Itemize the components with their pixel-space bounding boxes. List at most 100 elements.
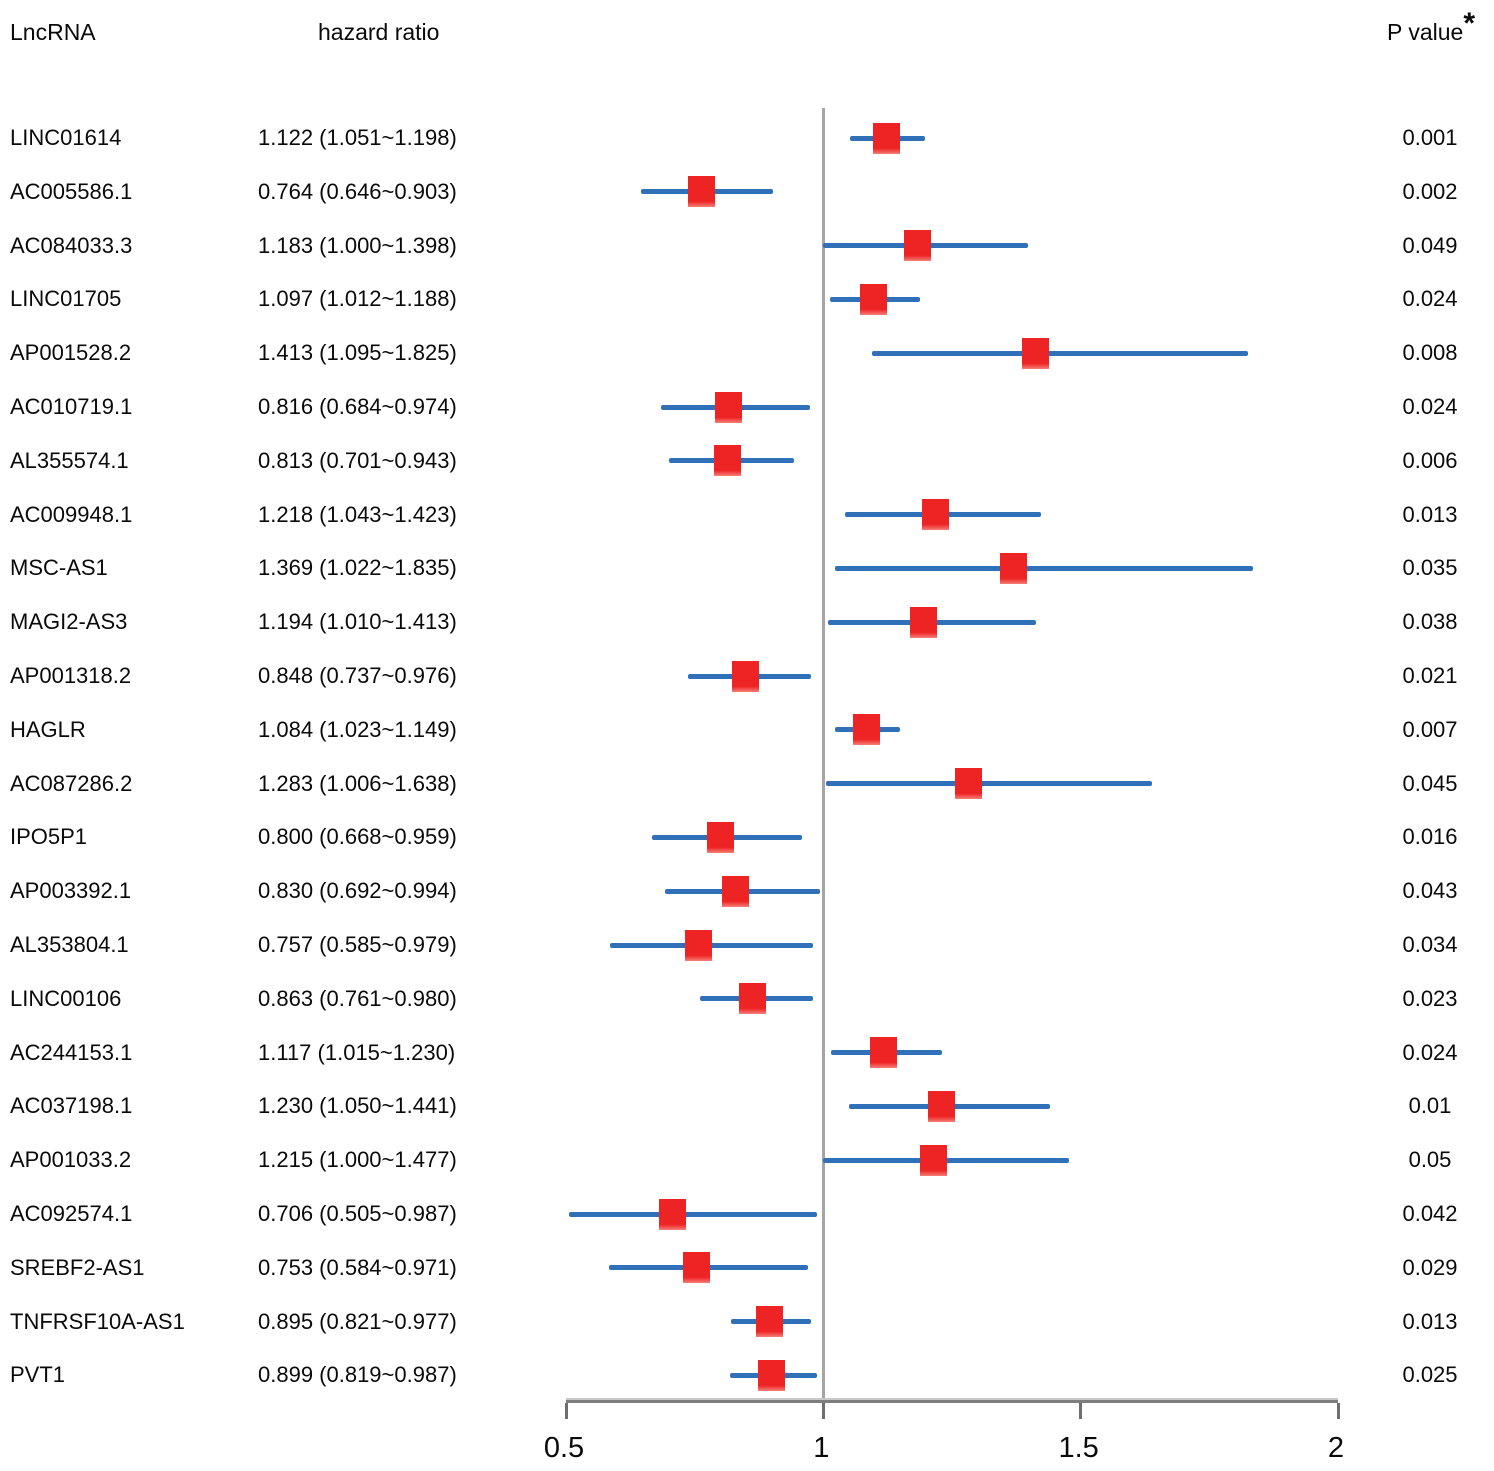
lncrna-label: AP001033.2: [10, 1147, 132, 1173]
p-value: 0.016: [1402, 824, 1458, 850]
p-value: 0.042: [1402, 1201, 1458, 1226]
lncrna-label: AC037198.1: [10, 1093, 133, 1119]
hr-ci-text: 0.764 (0.646~0.903): [258, 178, 457, 204]
hazard-ratio-marker: [872, 122, 900, 154]
hazard-ratio-marker: [658, 1198, 686, 1230]
hr-ci-text: 0.863 (0.761~0.980): [258, 985, 457, 1011]
hazard-ratio-marker: [755, 1306, 783, 1338]
lncrna-label: LINC01705: [10, 286, 122, 312]
hazard-ratio-marker: [731, 660, 759, 692]
lncrna-label: AL355574.1: [10, 447, 129, 473]
p-value: 0.049: [1402, 232, 1458, 258]
lncrna-label: AP003392.1: [10, 878, 132, 904]
lncrna-label: AC092574.1: [10, 1201, 133, 1226]
hazard-ratio-marker: [739, 983, 767, 1015]
hazard-ratio-marker: [922, 499, 950, 531]
hr-ci-text: 1.084 (1.023~1.149): [258, 716, 457, 742]
x-axis-tick: [564, 1403, 568, 1419]
hr-ci-text: 1.117 (1.015~1.230): [258, 1039, 456, 1065]
lncrna-label: LINC00106: [10, 985, 122, 1011]
x-axis-tick: [1079, 1403, 1083, 1419]
p-value: 0.024: [1402, 286, 1458, 312]
lncrna-label: AC084033.3: [10, 232, 133, 258]
hr-ci-text: 1.215 (1.000~1.477): [258, 1147, 457, 1173]
hazard-ratio-marker: [722, 875, 750, 907]
hr-ci-text: 1.413 (1.095~1.825): [258, 340, 457, 366]
x-axis-tick: [821, 1403, 825, 1419]
hazard-ratio-marker: [928, 1090, 956, 1122]
p-value: 0.024: [1402, 1039, 1458, 1065]
p-value: 0.023: [1402, 985, 1458, 1011]
p-value: 0.045: [1402, 770, 1458, 796]
lncrna-label: AC005586.1: [10, 178, 133, 204]
lncrna-label: AC009948.1: [10, 501, 133, 527]
lncrna-label: AC087286.2: [10, 770, 133, 796]
hr-ci-text: 0.757 (0.585~0.979): [258, 932, 457, 957]
hr-ci-text: 0.800 (0.668~0.959): [258, 824, 457, 850]
hr-ci-text: 1.230 (1.050~1.441): [258, 1093, 457, 1119]
hazard-ratio-marker: [682, 1252, 710, 1284]
p-value: 0.007: [1402, 716, 1458, 742]
lncrna-label: AC010719.1: [10, 394, 133, 419]
hazard-ratio-marker: [999, 552, 1027, 584]
lncrna-label: LINC01614: [10, 125, 122, 150]
lncrna-label: TNFRSF10A-AS1: [10, 1308, 185, 1334]
lncrna-label: MAGI2-AS3: [10, 609, 128, 635]
hr-ci-text: 0.848 (0.737~0.976): [258, 663, 457, 688]
lncrna-label: AL353804.1: [10, 932, 129, 957]
hr-ci-text: 1.369 (1.022~1.835): [258, 555, 457, 581]
confidence-interval-line: [834, 565, 1254, 571]
lncrna-label: IPO5P1: [10, 824, 88, 850]
hr-ci-text: 1.097 (1.012~1.188): [258, 286, 457, 312]
lncrna-label: SREBF2-AS1: [10, 1254, 145, 1280]
reference-line-hr-1: [821, 108, 825, 1401]
p-value: 0.05: [1408, 1147, 1452, 1173]
hr-ci-text: 1.194 (1.010~1.413): [258, 609, 457, 635]
hazard-ratio-marker: [757, 1359, 785, 1391]
hr-ci-text: 0.816 (0.684~0.974): [258, 394, 457, 419]
p-value: 0.021: [1402, 663, 1458, 688]
p-value: 0.01: [1408, 1093, 1452, 1119]
p-value: 0.034: [1402, 932, 1458, 957]
hazard-ratio-marker: [870, 1037, 898, 1069]
hr-ci-text: 0.706 (0.505~0.987): [258, 1201, 457, 1226]
hazard-ratio-marker: [853, 714, 881, 746]
confidence-interval-line: [568, 1211, 817, 1217]
p-value: 0.002: [1402, 178, 1458, 204]
hazard-ratio-marker: [706, 821, 734, 853]
lncrna-label: AP001528.2: [10, 340, 132, 366]
x-tick-label: 2: [1327, 1432, 1345, 1464]
confidence-interval-line: [872, 350, 1248, 356]
p-value-header-text: P value: [1387, 19, 1464, 45]
x-axis-line: [566, 1398, 1338, 1403]
lncrna-label: MSC-AS1: [10, 555, 108, 581]
column-header-p-value: P value*: [1387, 9, 1475, 46]
hr-ci-text: 1.283 (1.006~1.638): [258, 770, 457, 796]
hr-ci-text: 1.183 (1.000~1.398): [258, 232, 457, 258]
hazard-ratio-marker: [920, 1144, 948, 1176]
lncrna-label: PVT1: [10, 1362, 66, 1388]
hazard-ratio-marker: [859, 283, 887, 315]
hazard-ratio-marker: [713, 445, 741, 477]
hr-ci-text: 1.218 (1.043~1.423): [258, 501, 457, 527]
hazard-ratio-marker: [715, 391, 743, 423]
column-header-lncrna: LncRNA: [10, 19, 96, 45]
lncrna-label: HAGLR: [10, 716, 86, 742]
p-value: 0.008: [1402, 340, 1458, 366]
hazard-ratio-marker: [955, 768, 983, 800]
x-tick-label: 0.5: [543, 1432, 585, 1464]
p-value: 0.035: [1402, 555, 1458, 581]
x-axis-tick: [1336, 1403, 1340, 1419]
p-value: 0.006: [1402, 447, 1458, 473]
p-value: 0.025: [1402, 1362, 1458, 1388]
lncrna-label: AC244153.1: [10, 1039, 133, 1065]
x-tick-label: 1.5: [1058, 1432, 1099, 1464]
p-value: 0.013: [1402, 1308, 1458, 1334]
hr-ci-text: 1.122 (1.051~1.198): [258, 125, 457, 150]
column-header-hazard-ratio: hazard ratio: [318, 19, 440, 45]
p-value: 0.001: [1402, 125, 1458, 150]
hr-ci-text: 0.813 (0.701~0.943): [258, 447, 457, 473]
hazard-ratio-marker: [904, 230, 932, 262]
p-value-footnote-asterisk: *: [1463, 7, 1475, 41]
